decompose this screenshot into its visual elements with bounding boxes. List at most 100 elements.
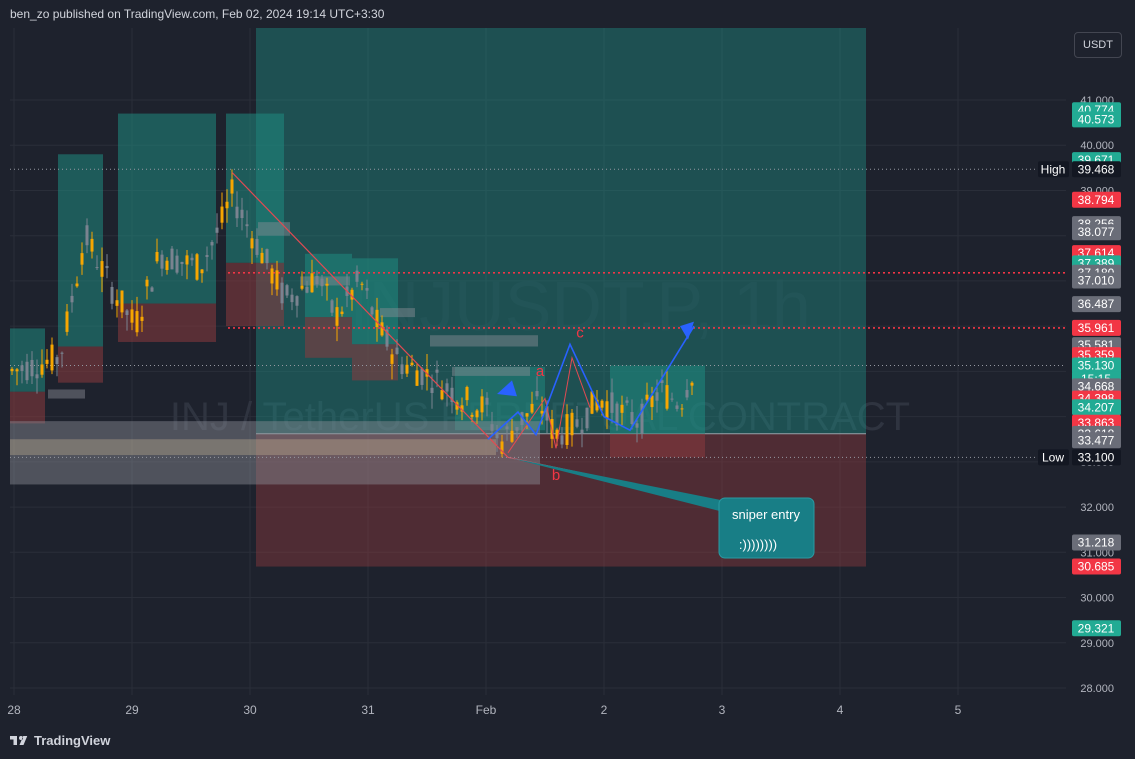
candles [10, 169, 694, 458]
candle-body [30, 359, 34, 377]
long-target-zone [256, 28, 866, 434]
candle-body [205, 255, 209, 257]
candle-body [320, 278, 324, 287]
candle-body [85, 225, 89, 246]
price-label: 38.077 [1072, 224, 1121, 241]
candle-body [245, 224, 249, 227]
candle-body [65, 311, 69, 332]
candle-body [210, 242, 214, 246]
position-box-loss [58, 346, 103, 383]
candle-body [460, 405, 464, 412]
price-label-text: 38.077 [1078, 225, 1115, 239]
candle-body [540, 410, 544, 414]
candle-body [350, 289, 354, 300]
candle-body [165, 260, 169, 270]
order-block [48, 389, 85, 399]
candle-body [670, 398, 674, 400]
candle-body [420, 368, 424, 385]
trendline-down [231, 171, 509, 458]
candle-body [265, 249, 269, 264]
candle-body [405, 364, 409, 374]
plot-area: INJ / TetherUS PERPETUAL CONTRACTINJUSDT… [10, 28, 1066, 567]
candle-body [325, 283, 329, 286]
wave-projection [487, 325, 695, 440]
order-block [430, 335, 538, 347]
candle-body [135, 311, 139, 333]
position-box-loss [118, 303, 216, 342]
candle-body [75, 283, 79, 287]
wave-label-a: a [536, 363, 545, 380]
candle-body [145, 279, 149, 287]
price-label: 30.685 [1072, 558, 1121, 575]
candle-body [360, 283, 364, 285]
candle-body [645, 394, 649, 400]
watermark-symbol: INJUSDT.P, 1h [349, 267, 811, 345]
candle-body [585, 407, 589, 429]
candle-body [665, 385, 669, 409]
candle-body [660, 380, 664, 384]
price-label: 34.668 [1072, 378, 1121, 395]
candle-body [105, 265, 109, 269]
candle-body [535, 391, 539, 397]
candle-body [510, 430, 514, 442]
price-label-text: 30.685 [1078, 560, 1115, 574]
candle-body [225, 201, 229, 209]
candle-body [530, 403, 534, 413]
candle-body [40, 364, 44, 375]
price-label-box [1072, 296, 1121, 313]
candle-body [330, 300, 334, 313]
price-label-box [1072, 432, 1121, 449]
price-label: 31.218 [1072, 534, 1121, 551]
candle-body [70, 295, 74, 303]
candle-body [25, 361, 29, 381]
order-block [258, 222, 290, 236]
candle-body [475, 410, 479, 418]
price-label: 29.321 [1072, 620, 1121, 637]
price-label-box [1072, 357, 1121, 374]
price-label: 36.487 [1072, 296, 1121, 313]
y-tick-label: 40.000 [1080, 140, 1114, 152]
x-tick-label: 3 [719, 703, 726, 717]
candle-body [395, 347, 399, 354]
price-label: 39.468 High [1038, 161, 1121, 178]
price-label-box [1072, 534, 1121, 551]
candle-body [110, 286, 114, 304]
candle-body [545, 406, 549, 421]
price-label-text: 35.130 [1078, 359, 1115, 373]
candle-body [95, 267, 99, 269]
price-tag-low: Low [1042, 450, 1064, 464]
candle-body [255, 238, 259, 255]
candle-body [630, 412, 634, 424]
price-label-box [1072, 191, 1121, 208]
candle-body [310, 273, 314, 293]
candle-body [160, 254, 164, 269]
candle-body [555, 429, 559, 439]
candle-body [625, 400, 629, 403]
price-label-box [1072, 620, 1121, 637]
candle-body [485, 397, 489, 405]
tradingview-footer[interactable]: TradingView [8, 733, 110, 748]
price-label-box [1072, 161, 1121, 178]
candle-body [315, 275, 319, 285]
candle-body [280, 282, 284, 304]
candle-body [690, 382, 694, 386]
candle-body [520, 412, 524, 426]
candle-body [220, 206, 224, 223]
position-box-profit [58, 154, 103, 347]
tradingview-logo-icon [10, 735, 28, 745]
price-label-box [1072, 558, 1121, 575]
candle-body [155, 251, 159, 262]
candle-body [10, 368, 14, 372]
candle-body [35, 374, 39, 379]
x-tick-label: 29 [125, 703, 139, 717]
price-label-text: 29.321 [1078, 621, 1115, 635]
price-label-box [1072, 111, 1121, 128]
candle-body [450, 387, 454, 403]
candle-body [635, 423, 639, 428]
currency-button[interactable]: USDT [1074, 32, 1122, 58]
position-box-profit [352, 258, 398, 345]
candle-body [435, 369, 439, 373]
price-label-text: 39.468 [1078, 162, 1115, 176]
candle-body [605, 401, 609, 419]
